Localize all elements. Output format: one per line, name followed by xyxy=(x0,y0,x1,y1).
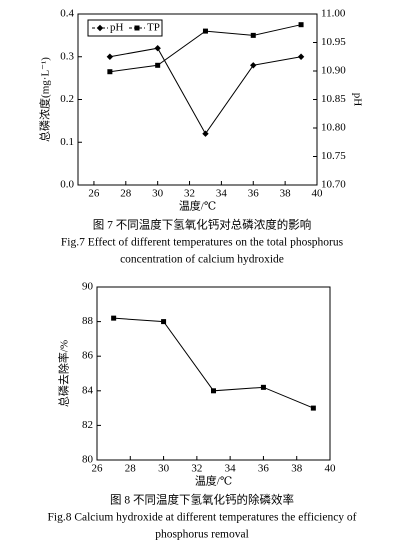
caption-cn: 图 7 不同温度下氢氧化钙对总磷浓度的影响 xyxy=(93,218,312,232)
x-tick-label: 34 xyxy=(225,463,237,475)
y-tick-label: 0.2 xyxy=(60,93,74,105)
y-tick-label: 82 xyxy=(82,419,93,431)
legend-box xyxy=(87,19,163,37)
caption-cn: 图 8 不同温度下氢氧化钙的除磷效率 xyxy=(110,493,294,507)
y-axis-label: 总磷浓度(mg·L⁻¹) xyxy=(38,57,52,142)
marker xyxy=(161,319,167,325)
legend-marker xyxy=(134,25,140,31)
legend-label: TP xyxy=(147,22,160,34)
y-tick-label: 0.1 xyxy=(60,136,74,148)
y-tick-label: 0.3 xyxy=(60,50,74,62)
y-tick-label: 80 xyxy=(82,454,94,466)
y2-tick-label: 10.75 xyxy=(321,150,346,162)
y2-tick-label: 10.90 xyxy=(321,65,346,77)
x-tick-label: 36 xyxy=(258,463,270,475)
y-tick-label: 88 xyxy=(82,315,94,327)
y-tick-label: 0.4 xyxy=(60,8,74,20)
y2-tick-label: 10.80 xyxy=(321,122,346,134)
y2-axis-label: pH xyxy=(351,93,363,107)
marker xyxy=(155,62,161,68)
plot-frame xyxy=(96,286,331,461)
x-axis-label: 温度/℃ xyxy=(179,199,216,213)
marker xyxy=(154,45,161,52)
caption-en: concentration of calcium hydroxide xyxy=(120,254,284,266)
legend-marker xyxy=(96,24,104,32)
marker xyxy=(106,53,114,60)
x-tick-label: 26 xyxy=(88,188,100,200)
marker xyxy=(260,384,266,390)
y-tick-label: 90 xyxy=(82,281,94,293)
y-tick-label: 84 xyxy=(82,384,94,396)
y-axis-label: 总磷去除率/% xyxy=(57,340,71,407)
marker xyxy=(211,388,216,394)
marker xyxy=(107,69,113,75)
marker xyxy=(250,62,257,69)
series-line xyxy=(109,47,302,135)
caption-en: Fig.7 Effect of different temperatures o… xyxy=(61,237,344,249)
y-tick-label: 0.0 xyxy=(60,179,74,191)
x-tick-label: 28 xyxy=(125,463,137,475)
y2-tick-label: 10.85 xyxy=(321,93,346,105)
x-axis-label: 温度/℃ xyxy=(195,474,232,488)
x-tick-label: 40 xyxy=(325,463,337,475)
series-line xyxy=(113,317,314,409)
x-tick-label: 28 xyxy=(120,188,132,200)
marker xyxy=(310,405,316,411)
marker xyxy=(298,22,304,28)
x-tick-label: 30 xyxy=(158,463,170,475)
y2-tick-label: 11.00 xyxy=(321,8,346,20)
marker xyxy=(202,130,209,137)
legend-label: pH xyxy=(110,22,124,34)
x-tick-label: 32 xyxy=(184,188,195,200)
y-tick-label: 86 xyxy=(82,350,94,362)
x-tick-label: 26 xyxy=(92,463,104,475)
plot-frame xyxy=(77,13,318,186)
x-tick-label: 30 xyxy=(152,188,164,200)
x-tick-label: 38 xyxy=(291,463,303,475)
x-tick-label: 40 xyxy=(312,188,324,200)
marker xyxy=(202,28,208,34)
caption-en: Fig.8 Calcium hydroxide at different tem… xyxy=(47,512,356,524)
x-tick-label: 38 xyxy=(280,188,292,200)
y2-tick-label: 10.70 xyxy=(321,179,346,191)
marker xyxy=(297,53,305,60)
x-tick-label: 32 xyxy=(191,463,202,475)
x-tick-label: 34 xyxy=(216,188,228,200)
marker xyxy=(250,32,256,38)
marker xyxy=(111,315,117,321)
caption-en: phosphorus removal xyxy=(155,529,249,541)
x-tick-label: 36 xyxy=(248,188,260,200)
y2-tick-label: 10.95 xyxy=(321,36,346,48)
